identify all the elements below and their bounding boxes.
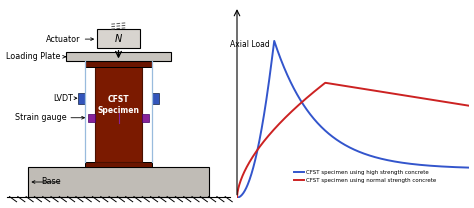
Bar (66, 52, 171, 61)
Legend: CFST specimen using high strength concrete, CFST specimen using normal strength : CFST specimen using high strength concre… (292, 167, 438, 185)
Text: Axial Load: Axial Load (230, 40, 270, 49)
Text: N: N (115, 34, 122, 44)
Bar (152, 93, 159, 104)
Bar (142, 114, 149, 122)
Text: Base: Base (41, 177, 61, 187)
Bar (28, 167, 209, 197)
Text: Strain gauge: Strain gauge (15, 113, 66, 122)
Text: Loading Plate: Loading Plate (6, 52, 61, 61)
Text: Actuator: Actuator (46, 35, 81, 44)
Bar (85, 61, 152, 67)
Bar (97, 29, 140, 48)
Text: LVDT: LVDT (54, 94, 73, 103)
Bar (88, 114, 95, 122)
Bar (78, 93, 85, 104)
Text: CFST
Specimen: CFST Specimen (98, 95, 139, 115)
Bar (85, 162, 152, 167)
Bar (95, 67, 142, 162)
